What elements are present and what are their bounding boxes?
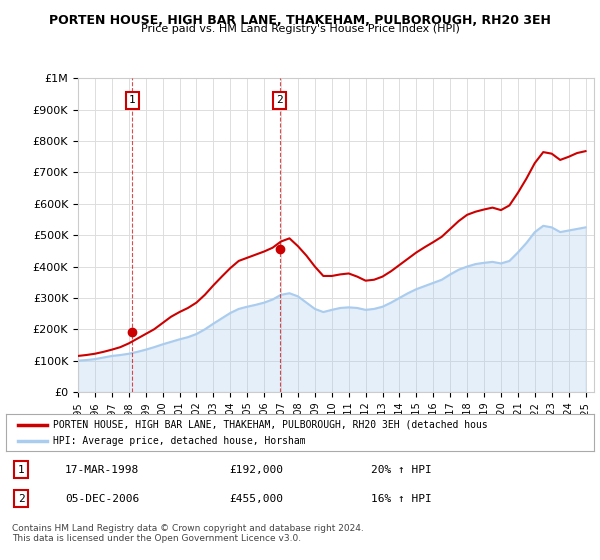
Text: £455,000: £455,000 (229, 494, 283, 503)
Text: Price paid vs. HM Land Registry's House Price Index (HPI): Price paid vs. HM Land Registry's House … (140, 24, 460, 34)
Text: 2: 2 (276, 95, 283, 105)
Text: 20% ↑ HPI: 20% ↑ HPI (371, 465, 431, 475)
Text: 2: 2 (18, 494, 25, 503)
Text: 16% ↑ HPI: 16% ↑ HPI (371, 494, 431, 503)
Text: 1: 1 (129, 95, 136, 105)
Text: Contains HM Land Registry data © Crown copyright and database right 2024.
This d: Contains HM Land Registry data © Crown c… (12, 524, 364, 543)
Text: 1: 1 (18, 465, 25, 475)
Text: PORTEN HOUSE, HIGH BAR LANE, THAKEHAM, PULBOROUGH, RH20 3EH (detached hous: PORTEN HOUSE, HIGH BAR LANE, THAKEHAM, P… (53, 419, 488, 430)
Text: 17-MAR-1998: 17-MAR-1998 (65, 465, 139, 475)
Text: £192,000: £192,000 (229, 465, 283, 475)
Text: PORTEN HOUSE, HIGH BAR LANE, THAKEHAM, PULBOROUGH, RH20 3EH: PORTEN HOUSE, HIGH BAR LANE, THAKEHAM, P… (49, 14, 551, 27)
Text: 05-DEC-2006: 05-DEC-2006 (65, 494, 139, 503)
Text: HPI: Average price, detached house, Horsham: HPI: Average price, detached house, Hors… (53, 436, 305, 446)
